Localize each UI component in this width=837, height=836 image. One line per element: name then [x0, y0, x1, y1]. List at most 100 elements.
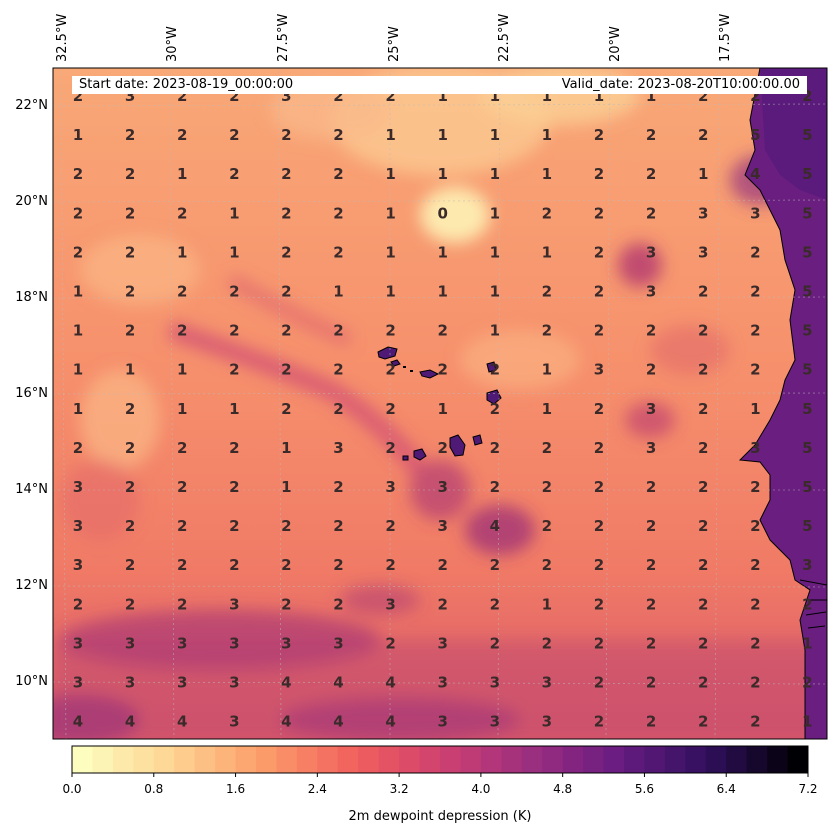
grid-value: 3 [281, 634, 291, 652]
grid-value: 2 [125, 595, 135, 613]
grid-value: 3 [802, 556, 812, 574]
grid-value: 2 [125, 400, 135, 418]
grid-value: 2 [437, 361, 447, 379]
grid-value: 2 [281, 517, 291, 535]
grid-value: 2 [385, 361, 395, 379]
island-maio [472, 434, 483, 446]
grid-value: 2 [281, 400, 291, 418]
grid-value: 3 [229, 674, 239, 692]
grid-value: 2 [750, 713, 760, 731]
cape-verde-islands [377, 346, 502, 461]
grid-value: 3 [646, 243, 656, 261]
grid-value: 2 [542, 204, 552, 222]
grid-value: 3 [385, 595, 395, 613]
grid-value: 1 [73, 126, 83, 144]
grid-value: 2 [281, 595, 291, 613]
grid-value: 5 [802, 243, 812, 261]
grid-value: 2 [542, 517, 552, 535]
grid-value: 2 [73, 243, 83, 261]
grid-value: 2 [385, 556, 395, 574]
grid-value: 2 [646, 165, 656, 183]
grid-value: 3 [490, 713, 500, 731]
colorbar-segment [440, 746, 461, 773]
grid-value: 3 [750, 204, 760, 222]
grid-value: 2 [698, 400, 708, 418]
grid-value: 5 [802, 283, 812, 301]
island-fogo [413, 448, 427, 461]
grid-value: 1 [73, 322, 83, 340]
grid-value: 1 [490, 283, 500, 301]
grid-value: 2 [333, 595, 343, 613]
grid-value: 1 [437, 165, 447, 183]
grid-value: 1 [594, 87, 604, 105]
grid-value: 2 [750, 361, 760, 379]
grid-value: 2 [490, 556, 500, 574]
grid-value: 2 [594, 634, 604, 652]
grid-value: 1 [333, 283, 343, 301]
colorbar-segment [235, 746, 257, 773]
map-frame [52, 67, 828, 740]
grid-value: 4 [385, 674, 395, 692]
grid-value: 2 [229, 439, 239, 457]
colorbar-segment [419, 746, 441, 773]
grid-value: 2 [229, 478, 239, 496]
grid-value: 5 [802, 204, 812, 222]
grid-value: 2 [750, 556, 760, 574]
colorbar-segment [256, 746, 277, 773]
grid-value: 2 [437, 595, 447, 613]
grid-value: 2 [73, 439, 83, 457]
grid-value: 1 [177, 165, 187, 183]
grid-value: 1 [437, 87, 447, 105]
colorbar-tick-label: 4.8 [553, 782, 573, 796]
colorbar-segment [153, 746, 175, 773]
grid-value: 1 [542, 126, 552, 144]
grid-value: 2 [594, 713, 604, 731]
colorbar-tick-label: 2.4 [307, 782, 327, 796]
grid-value: 2 [229, 87, 239, 105]
grid-value: 3 [73, 674, 83, 692]
grid-value: 2 [490, 478, 500, 496]
grid-value: 5 [802, 439, 812, 457]
colorbar-tick-label: 5.6 [634, 782, 654, 796]
grid-value: 2 [542, 556, 552, 574]
grid-value: 1 [229, 243, 239, 261]
grid-value: 2 [750, 283, 760, 301]
latitude-label: 12°N [15, 578, 48, 593]
colorbar-segment [562, 746, 584, 773]
colorbar-segment [133, 746, 155, 773]
grid-value: 2 [750, 674, 760, 692]
grid-value: 2 [646, 204, 656, 222]
grid-value: 2 [594, 478, 604, 496]
grid-value: 2 [698, 478, 708, 496]
grid-value: 2 [437, 556, 447, 574]
grid-value: 2 [698, 283, 708, 301]
latitude-label: 14°N [15, 482, 48, 497]
colorbar-segment [92, 746, 114, 773]
grid-value: 2 [594, 165, 604, 183]
colorbar-segment [215, 746, 237, 773]
grid-value: 2 [437, 439, 447, 457]
grid-value: 2 [125, 126, 135, 144]
grid-value: 2 [281, 243, 291, 261]
grid-value: 3 [177, 674, 187, 692]
grid-value: 2 [594, 204, 604, 222]
grid-value: 1 [802, 713, 812, 731]
grid-value: 1 [542, 400, 552, 418]
grid-value: 2 [125, 283, 135, 301]
colorbar-segment [787, 746, 809, 773]
colorbar-frame [71, 745, 809, 774]
colorbar-segment [337, 746, 359, 773]
grid-value: 2 [333, 517, 343, 535]
grid-value: 1 [490, 204, 500, 222]
grid-value: 2 [437, 322, 447, 340]
grid-value: 2 [385, 322, 395, 340]
grid-value: 2 [490, 595, 500, 613]
grid-value: 2 [125, 165, 135, 183]
grid-value: 4 [333, 713, 343, 731]
grid-value: 4 [385, 713, 395, 731]
grid-value: 2 [490, 361, 500, 379]
dewpoint-field: 2 3 2 2 3 2 2 1 1 1 1 1 2 2 2 1 2 2 2 2 2 1 1 1 1 2 2 2 5 5 2 2 1 2 2 2 1 1 1 1… [53, 68, 827, 739]
colorbar [71, 745, 809, 777]
grid-value: 4 [281, 674, 291, 692]
grid-value: 2 [229, 361, 239, 379]
